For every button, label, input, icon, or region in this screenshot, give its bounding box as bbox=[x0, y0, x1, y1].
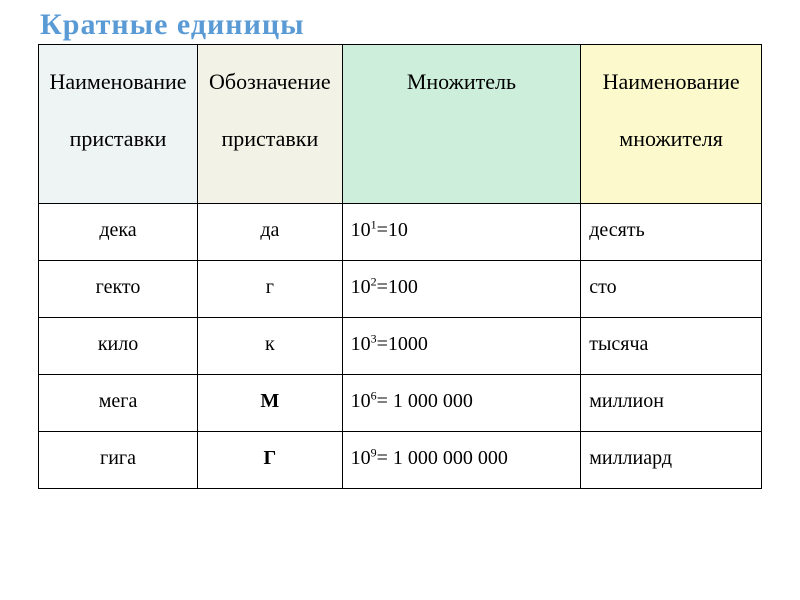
cell-multiplier: 101=10 bbox=[342, 204, 581, 261]
cell-symbol: г bbox=[198, 261, 343, 318]
multiplier-value: 100 bbox=[388, 276, 418, 298]
cell-symbol: да bbox=[198, 204, 343, 261]
col-header-symbol: Обозначение приставки bbox=[198, 45, 343, 204]
col-header-multiplier: Множитель bbox=[342, 45, 581, 204]
multiplier-value: 1 000 000 000 bbox=[393, 447, 508, 469]
col-header-label: Наименование множителя bbox=[603, 69, 740, 151]
equals: = bbox=[377, 390, 393, 412]
table-row: гектог102=100сто bbox=[39, 261, 762, 318]
table-row: декада101=10десять bbox=[39, 204, 762, 261]
cell-symbol: М bbox=[198, 375, 343, 432]
equals: = bbox=[377, 276, 388, 298]
cell-multiplier: 103=1000 bbox=[342, 318, 581, 375]
multiplier-value: 1000 bbox=[388, 333, 428, 355]
col-header-label: Множитель bbox=[407, 69, 516, 94]
cell-multiplier-name: десять bbox=[581, 204, 762, 261]
multiplier-value: 10 bbox=[388, 219, 408, 241]
col-header-multiplier-name: Наименование множителя bbox=[581, 45, 762, 204]
table-row: гигаГ109= 1 000 000 000миллиард bbox=[39, 432, 762, 489]
multiplier-value: 1 000 000 bbox=[393, 390, 473, 412]
cell-prefix: дека bbox=[39, 204, 198, 261]
table-body: декада101=10десятьгектог102=100стокилок1… bbox=[39, 204, 762, 489]
units-table: Наименование приставки Обозначение прист… bbox=[38, 44, 762, 489]
table-row: килок103=1000тысяча bbox=[39, 318, 762, 375]
cell-prefix: гекто bbox=[39, 261, 198, 318]
cell-symbol: Г bbox=[198, 432, 343, 489]
cell-multiplier: 106= 1 000 000 bbox=[342, 375, 581, 432]
equals: = bbox=[377, 219, 388, 241]
cell-prefix: мега bbox=[39, 375, 198, 432]
page-title: Кратные единицы bbox=[40, 8, 762, 42]
col-header-label: Обозначение приставки bbox=[209, 69, 331, 151]
table-row: мегаМ106= 1 000 000миллион bbox=[39, 375, 762, 432]
cell-multiplier: 102=100 bbox=[342, 261, 581, 318]
col-header-label: Наименование приставки bbox=[49, 69, 186, 151]
cell-multiplier-name: тысяча bbox=[581, 318, 762, 375]
cell-prefix: гига bbox=[39, 432, 198, 489]
equals: = bbox=[377, 447, 393, 469]
page: Кратные единицы Наименование приставки О… bbox=[0, 0, 800, 600]
col-header-prefix: Наименование приставки bbox=[39, 45, 198, 204]
cell-symbol: к bbox=[198, 318, 343, 375]
equals: = bbox=[377, 333, 388, 355]
cell-multiplier: 109= 1 000 000 000 bbox=[342, 432, 581, 489]
table-header: Наименование приставки Обозначение прист… bbox=[39, 45, 762, 204]
cell-prefix: кило bbox=[39, 318, 198, 375]
cell-multiplier-name: миллиард bbox=[581, 432, 762, 489]
cell-multiplier-name: миллион bbox=[581, 375, 762, 432]
cell-multiplier-name: сто bbox=[581, 261, 762, 318]
